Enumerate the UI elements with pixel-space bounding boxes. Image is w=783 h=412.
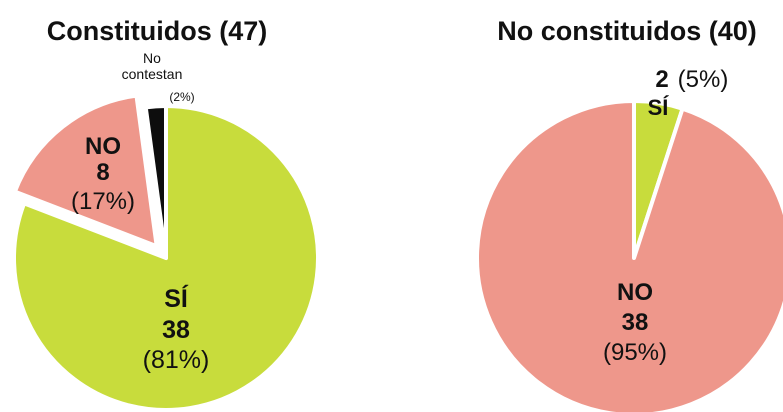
chart-1-nocontestan-count: 1 <box>147 89 156 108</box>
chart-1-no-count: 8 <box>96 159 109 186</box>
chart-2-slice-no <box>475 99 783 412</box>
chart-2-si-percent: (5%) <box>678 66 729 93</box>
chart-1-slice-no-contestan <box>143 104 168 260</box>
chart-1-nocontestan-percent: (2%) <box>169 90 194 104</box>
chart-2-si-count: 2 <box>655 66 668 93</box>
chart-1-title: Constituidos (47) <box>47 16 268 46</box>
slices-layer <box>12 93 783 412</box>
chart-1-nocontestan-label-line2: contestan <box>122 66 183 82</box>
chart-1-si-count: 38 <box>162 316 190 344</box>
chart-1-si-label: SÍ <box>164 284 189 313</box>
chart-2-no-count: 38 <box>622 309 649 336</box>
chart-1-no-percent: (17%) <box>71 188 135 215</box>
chart-2-no-percent: (95%) <box>603 339 667 366</box>
chart-2-no-label: NO <box>617 279 653 306</box>
chart-1-nocontestan-label-line1: No <box>143 50 161 66</box>
chart-1-si-percent: (81%) <box>143 346 210 374</box>
chart-2-si-label: SÍ <box>648 95 670 120</box>
chart-2-title: No constituidos (40) <box>497 16 757 46</box>
chart-1-no-label: NO <box>85 133 121 160</box>
chart-1-slice-no <box>12 93 159 249</box>
